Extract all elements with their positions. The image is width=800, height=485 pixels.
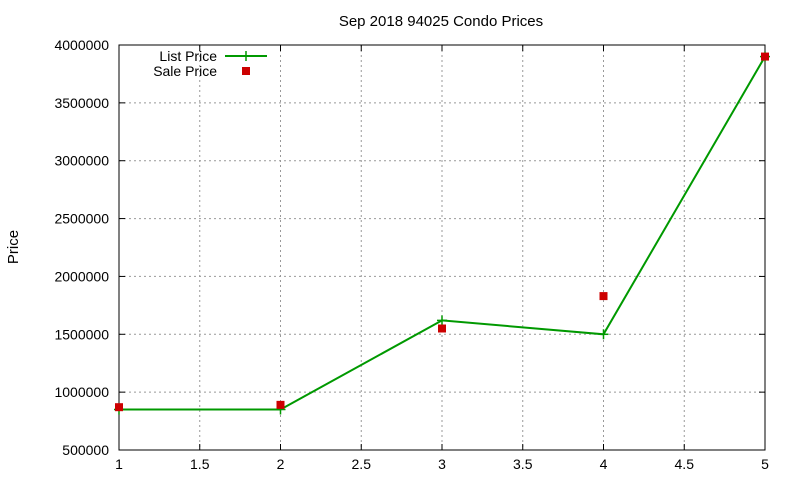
tick-labels: 1 1.5 2 2.5 3 3.5 4 4.5 5 500000 1000000 1500000 200… xyxy=(54,37,769,472)
x-tick-label: 3 xyxy=(438,456,446,472)
data-series xyxy=(114,51,770,415)
chart-title: Sep 2018 94025 Condo Prices xyxy=(339,13,543,30)
legend-item: List Price xyxy=(159,48,267,64)
y-tick-label: 1000000 xyxy=(54,384,109,400)
y-tick-label: 4000000 xyxy=(54,37,109,53)
legend-item: Sale Price xyxy=(153,63,250,79)
x-tick-label: 2.5 xyxy=(352,456,372,472)
y-axis-label: Price xyxy=(5,230,22,264)
series-sale-price xyxy=(115,52,769,412)
y-tick-label: 500000 xyxy=(62,442,109,458)
sale-price-point xyxy=(599,292,608,301)
y-tick-label: 3000000 xyxy=(54,153,109,169)
legend-square-marker xyxy=(242,67,250,75)
sale-price-point xyxy=(115,403,123,412)
axes xyxy=(118,44,766,451)
legend-plus-marker xyxy=(241,51,251,61)
legend-label: List Price xyxy=(159,48,217,64)
x-tick-label: 1 xyxy=(115,456,123,472)
grid-lines xyxy=(119,45,765,450)
sale-price-point xyxy=(438,324,446,333)
x-tick-label: 4 xyxy=(600,456,608,472)
y-tick-label: 1500000 xyxy=(54,326,109,342)
y-tick-label: 3500000 xyxy=(54,95,109,111)
y-tick-label: 2000000 xyxy=(54,268,109,284)
legend-label: Sale Price xyxy=(153,63,217,79)
list-price-point xyxy=(437,315,447,326)
sale-price-point xyxy=(276,400,285,409)
sale-price-point xyxy=(761,52,769,61)
x-tick-label: 1.5 xyxy=(190,456,210,472)
list-price-point xyxy=(598,329,609,340)
x-tick-label: 2 xyxy=(277,456,285,472)
x-tick-label: 4.5 xyxy=(675,456,695,472)
x-tick-label: 5 xyxy=(761,456,769,472)
x-tick-label: 3.5 xyxy=(513,456,533,472)
y-tick-label: 2500000 xyxy=(54,211,109,227)
